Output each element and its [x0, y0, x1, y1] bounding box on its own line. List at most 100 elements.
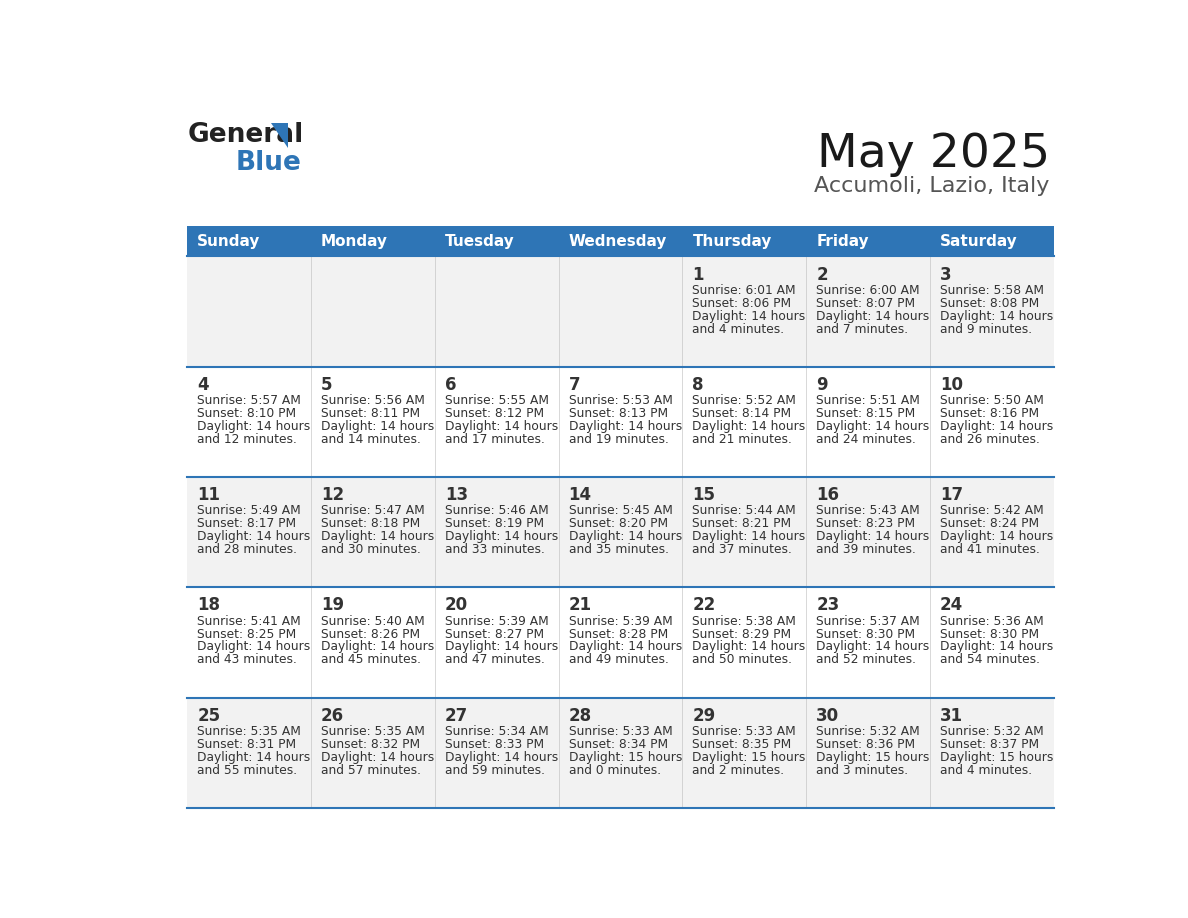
- Text: Sunset: 8:37 PM: Sunset: 8:37 PM: [940, 738, 1040, 751]
- Text: Sunrise: 5:41 AM: Sunrise: 5:41 AM: [197, 614, 301, 628]
- Text: Sunset: 8:11 PM: Sunset: 8:11 PM: [321, 407, 421, 420]
- Text: and 43 minutes.: and 43 minutes.: [197, 654, 297, 666]
- Text: Sunset: 8:10 PM: Sunset: 8:10 PM: [197, 407, 297, 420]
- Text: 1: 1: [693, 265, 704, 284]
- Bar: [188, 477, 1054, 588]
- Text: 20: 20: [444, 597, 468, 614]
- Text: Daylight: 14 hours: Daylight: 14 hours: [693, 309, 805, 322]
- Text: Sunrise: 5:44 AM: Sunrise: 5:44 AM: [693, 504, 796, 518]
- Text: Sunset: 8:26 PM: Sunset: 8:26 PM: [321, 628, 421, 641]
- Text: Daylight: 14 hours: Daylight: 14 hours: [940, 531, 1054, 543]
- Text: Sunset: 8:14 PM: Sunset: 8:14 PM: [693, 407, 791, 420]
- Text: Sunset: 8:20 PM: Sunset: 8:20 PM: [569, 517, 668, 531]
- Text: Sunset: 8:21 PM: Sunset: 8:21 PM: [693, 517, 791, 531]
- Text: Sunrise: 5:40 AM: Sunrise: 5:40 AM: [321, 614, 425, 628]
- Text: and 28 minutes.: and 28 minutes.: [197, 543, 297, 556]
- Text: and 50 minutes.: and 50 minutes.: [693, 654, 792, 666]
- Text: Daylight: 14 hours: Daylight: 14 hours: [693, 531, 805, 543]
- Text: Sunrise: 5:47 AM: Sunrise: 5:47 AM: [321, 504, 425, 518]
- Text: 28: 28: [569, 707, 592, 724]
- Text: and 37 minutes.: and 37 minutes.: [693, 543, 792, 556]
- Text: Daylight: 14 hours: Daylight: 14 hours: [444, 420, 558, 433]
- Text: 17: 17: [940, 487, 963, 504]
- Text: Sunset: 8:18 PM: Sunset: 8:18 PM: [321, 517, 421, 531]
- Text: Sunset: 8:34 PM: Sunset: 8:34 PM: [569, 738, 668, 751]
- Text: and 30 minutes.: and 30 minutes.: [321, 543, 421, 556]
- Text: Daylight: 14 hours: Daylight: 14 hours: [444, 641, 558, 654]
- Text: Sunset: 8:30 PM: Sunset: 8:30 PM: [816, 628, 915, 641]
- Text: 15: 15: [693, 487, 715, 504]
- Text: Sunrise: 5:32 AM: Sunrise: 5:32 AM: [816, 725, 920, 738]
- Text: Sunday: Sunday: [197, 233, 260, 249]
- Text: Sunset: 8:33 PM: Sunset: 8:33 PM: [444, 738, 544, 751]
- Text: Sunset: 8:19 PM: Sunset: 8:19 PM: [444, 517, 544, 531]
- Text: 30: 30: [816, 707, 840, 724]
- Bar: [188, 366, 1054, 477]
- Text: 25: 25: [197, 707, 221, 724]
- Text: 8: 8: [693, 376, 704, 394]
- Text: Daylight: 14 hours: Daylight: 14 hours: [569, 420, 682, 433]
- Text: Sunset: 8:24 PM: Sunset: 8:24 PM: [940, 517, 1040, 531]
- Text: Daylight: 14 hours: Daylight: 14 hours: [444, 751, 558, 764]
- Bar: [188, 226, 1054, 256]
- Text: Daylight: 14 hours: Daylight: 14 hours: [816, 420, 929, 433]
- Text: Sunset: 8:08 PM: Sunset: 8:08 PM: [940, 297, 1040, 309]
- Text: Sunrise: 5:46 AM: Sunrise: 5:46 AM: [444, 504, 549, 518]
- Text: 3: 3: [940, 265, 952, 284]
- Text: Sunrise: 5:35 AM: Sunrise: 5:35 AM: [321, 725, 425, 738]
- Text: Monday: Monday: [321, 233, 388, 249]
- Text: Sunrise: 5:45 AM: Sunrise: 5:45 AM: [569, 504, 672, 518]
- Text: Daylight: 15 hours: Daylight: 15 hours: [816, 751, 929, 764]
- Text: Sunset: 8:16 PM: Sunset: 8:16 PM: [940, 407, 1040, 420]
- Text: Blue: Blue: [235, 151, 302, 176]
- Text: Sunrise: 5:32 AM: Sunrise: 5:32 AM: [940, 725, 1044, 738]
- Text: Sunrise: 6:00 AM: Sunrise: 6:00 AM: [816, 284, 920, 297]
- Text: and 54 minutes.: and 54 minutes.: [940, 654, 1040, 666]
- Text: and 57 minutes.: and 57 minutes.: [321, 764, 421, 777]
- Text: and 2 minutes.: and 2 minutes.: [693, 764, 784, 777]
- Text: Daylight: 14 hours: Daylight: 14 hours: [197, 420, 310, 433]
- Text: and 59 minutes.: and 59 minutes.: [444, 764, 545, 777]
- Text: and 4 minutes.: and 4 minutes.: [940, 764, 1032, 777]
- Text: 19: 19: [321, 597, 345, 614]
- Text: and 3 minutes.: and 3 minutes.: [816, 764, 909, 777]
- Text: Daylight: 14 hours: Daylight: 14 hours: [940, 309, 1054, 322]
- Text: Sunset: 8:12 PM: Sunset: 8:12 PM: [444, 407, 544, 420]
- Text: and 41 minutes.: and 41 minutes.: [940, 543, 1040, 556]
- Text: 18: 18: [197, 597, 220, 614]
- Text: 26: 26: [321, 707, 345, 724]
- Text: Tuesday: Tuesday: [444, 233, 514, 249]
- Text: Sunset: 8:31 PM: Sunset: 8:31 PM: [197, 738, 297, 751]
- Text: Daylight: 14 hours: Daylight: 14 hours: [569, 641, 682, 654]
- Text: Daylight: 14 hours: Daylight: 14 hours: [569, 531, 682, 543]
- Text: Sunrise: 5:43 AM: Sunrise: 5:43 AM: [816, 504, 920, 518]
- Text: Sunrise: 5:39 AM: Sunrise: 5:39 AM: [569, 614, 672, 628]
- Text: 6: 6: [444, 376, 456, 394]
- Text: Sunset: 8:17 PM: Sunset: 8:17 PM: [197, 517, 297, 531]
- Text: Daylight: 15 hours: Daylight: 15 hours: [693, 751, 805, 764]
- Text: Sunrise: 5:49 AM: Sunrise: 5:49 AM: [197, 504, 301, 518]
- Text: General: General: [188, 122, 303, 148]
- Text: Daylight: 14 hours: Daylight: 14 hours: [321, 531, 435, 543]
- Text: 5: 5: [321, 376, 333, 394]
- Text: Thursday: Thursday: [693, 233, 772, 249]
- Text: and 12 minutes.: and 12 minutes.: [197, 433, 297, 446]
- Text: and 21 minutes.: and 21 minutes.: [693, 433, 792, 446]
- Text: Sunrise: 5:34 AM: Sunrise: 5:34 AM: [444, 725, 549, 738]
- Text: Daylight: 14 hours: Daylight: 14 hours: [816, 531, 929, 543]
- Text: and 52 minutes.: and 52 minutes.: [816, 654, 916, 666]
- Text: Daylight: 14 hours: Daylight: 14 hours: [321, 751, 435, 764]
- Text: Sunrise: 5:33 AM: Sunrise: 5:33 AM: [693, 725, 796, 738]
- Text: 22: 22: [693, 597, 715, 614]
- Text: 10: 10: [940, 376, 963, 394]
- Bar: [188, 698, 1054, 808]
- Text: 7: 7: [569, 376, 580, 394]
- Text: Sunset: 8:15 PM: Sunset: 8:15 PM: [816, 407, 916, 420]
- Text: Sunset: 8:36 PM: Sunset: 8:36 PM: [816, 738, 915, 751]
- Text: Sunrise: 5:39 AM: Sunrise: 5:39 AM: [444, 614, 549, 628]
- Text: 27: 27: [444, 707, 468, 724]
- Text: Daylight: 15 hours: Daylight: 15 hours: [940, 751, 1054, 764]
- Text: 31: 31: [940, 707, 963, 724]
- Text: Sunrise: 5:55 AM: Sunrise: 5:55 AM: [444, 394, 549, 407]
- Text: Daylight: 14 hours: Daylight: 14 hours: [816, 641, 929, 654]
